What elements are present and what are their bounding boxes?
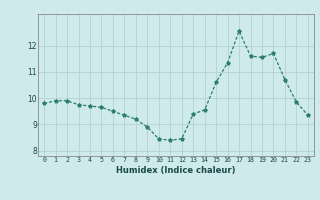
X-axis label: Humidex (Indice chaleur): Humidex (Indice chaleur): [116, 166, 236, 175]
